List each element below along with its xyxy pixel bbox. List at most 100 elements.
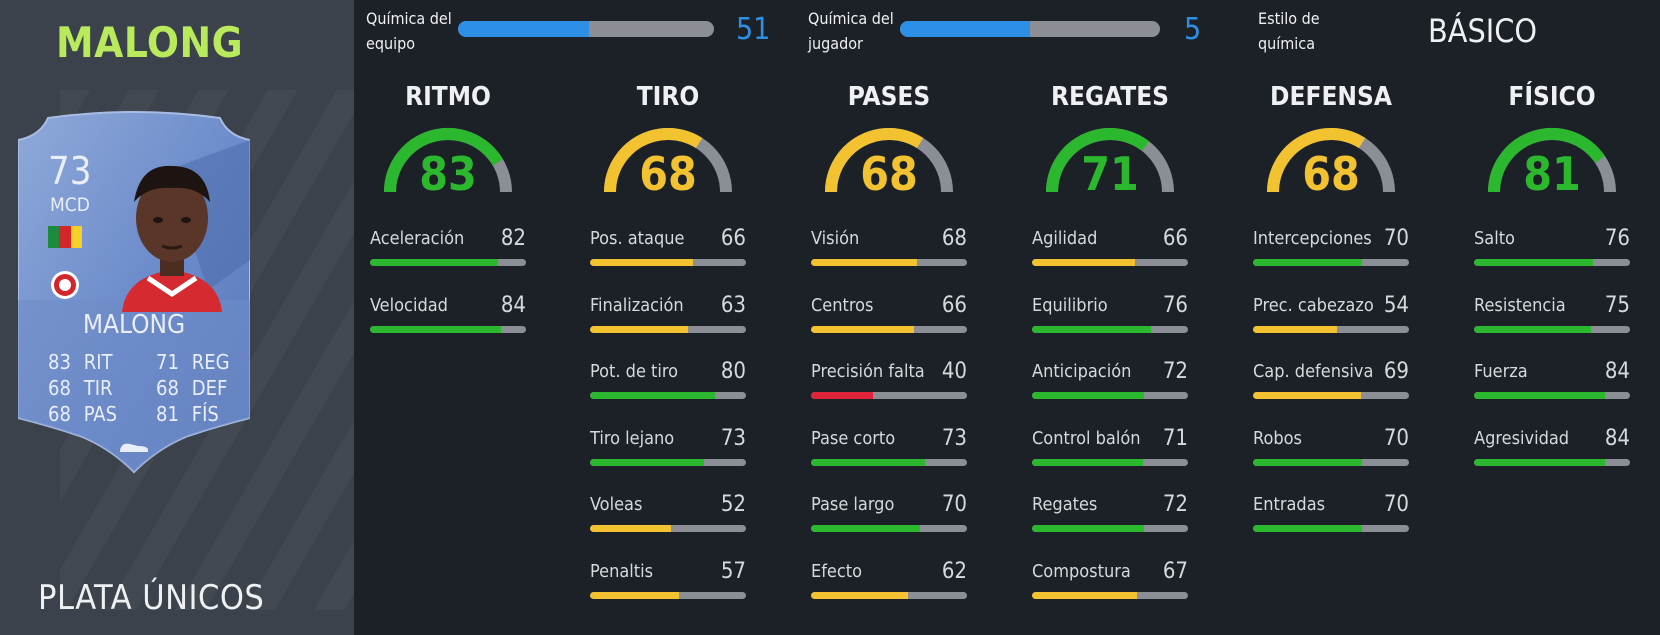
category-rating: 68 [860,147,918,201]
attribute-value: 84 [1604,359,1630,384]
attribute-bar [1253,259,1409,266]
attribute-bar [1253,458,1409,466]
category-gauge [1488,128,1616,193]
attribute-row[interactable]: Resistencia 75 [1474,292,1630,343]
attribute-row[interactable]: Precisión falta 40 [811,359,967,409]
attribute-value: 40 [941,359,967,384]
attribute-name: Pot. de tiro [590,361,679,382]
attribute-bar [811,458,967,466]
attribute-name: Velocidad [370,294,448,316]
attribute-row[interactable]: Entradas 70 [1253,492,1409,542]
attribute-row[interactable]: Pase corto 73 [811,426,967,476]
attribute-bar-fill [811,458,925,466]
category-rating: 81 [1523,147,1581,201]
attribute-bar-fill [590,458,704,466]
player-chemistry-value: 5 [1184,12,1202,47]
attribute-row[interactable]: Centros 66 [811,292,967,343]
attribute-bar-fill [1032,259,1135,266]
attribute-bar-fill [811,525,921,532]
boot-icon [120,443,148,452]
attribute-value: 70 [1383,492,1409,517]
attribute-bar [590,392,746,399]
attribute-value: 84 [1604,425,1630,451]
attribute-row[interactable]: Prec. cabezazo 54 [1253,293,1409,343]
attribute-bar-fill [1474,259,1593,266]
attribute-row[interactable]: Pase largo 70 [811,492,967,542]
category-gauge [825,128,953,193]
attribute-row[interactable]: Aceleración 82 [370,226,526,276]
attribute-row[interactable]: Pos. ataque 66 [590,226,746,276]
attribute-value: 75 [1604,292,1630,318]
attribute-value: 52 [720,492,746,517]
gauge-fill [1046,128,1150,193]
attribute-row[interactable]: Robos 70 [1253,426,1409,476]
attribute-bar [590,325,746,333]
attribute-bar-fill [1032,591,1137,599]
attribute-row[interactable]: Tiro lejano 73 [590,426,746,476]
team-chemistry-fill [458,21,589,37]
player-card[interactable]: 73 MCD MALONG 83 RIT 68 TIR 68 PAS 71 RE… [18,110,250,474]
card-stat: 83 RIT [48,350,113,374]
attribute-bar [370,259,526,266]
attribute-row[interactable]: Anticipación 72 [1032,359,1188,409]
attribute-row[interactable]: Compostura 67 [1032,558,1188,609]
attribute-row[interactable]: Pot. de tiro 80 [590,359,746,409]
attribute-value: 66 [941,292,967,318]
attribute-row[interactable]: Regates 72 [1032,492,1188,542]
attribute-bar-fill [1253,259,1363,266]
attribute-name: Visión [811,228,860,249]
player-photo [122,165,222,312]
attribute-name: Penaltis [590,560,654,582]
attribute-value: 66 [1162,226,1188,251]
attribute-name: Pase largo [811,494,895,515]
category-gauge [1046,128,1174,193]
attribute-bar-fill [811,591,908,599]
attribute-bar-fill [1253,458,1363,466]
card-player-name: MALONG [82,310,186,340]
attribute-bar-fill [590,325,689,333]
attribute-row[interactable]: Velocidad 84 [370,293,526,343]
card-stat: 81 FÍS [156,402,219,426]
attribute-bar [1032,525,1188,532]
attribute-name: Intercepciones [1253,228,1372,249]
attribute-name: Equilibrio [1032,294,1108,316]
attribute-row[interactable]: Intercepciones 70 [1253,226,1409,276]
attribute-value: 63 [720,292,746,318]
attribute-bar-fill [1474,392,1606,399]
attribute-row[interactable]: Fuerza 84 [1474,359,1630,409]
attribute-row[interactable]: Visión 68 [811,226,967,276]
team-chemistry-bar [458,21,714,37]
attribute-bar [1253,325,1409,333]
attribute-bar [1032,458,1188,466]
attribute-row[interactable]: Cap. defensiva 69 [1253,359,1409,409]
attribute-value: 67 [1162,558,1188,584]
card-type-label: PLATA ÚNICOS [38,578,265,618]
attribute-bar-fill [811,325,914,333]
attribute-bar [811,525,967,532]
attribute-row[interactable]: Equilibrio 76 [1032,293,1188,343]
attribute-value: 68 [941,226,967,251]
attribute-row[interactable]: Salto 76 [1474,226,1630,276]
attribute-bar [1032,259,1188,266]
attribute-row[interactable]: Penaltis 57 [590,559,746,609]
category-title: FÍSICO [1508,82,1596,112]
cameroon-flag-icon [48,226,82,248]
attribute-name: Aceleración [370,228,465,249]
player-chemistry-label: Química del jugador [808,9,894,53]
player-chemistry-fill [900,21,1030,37]
category-rating: 83 [419,147,477,201]
attribute-bar [1253,525,1409,532]
attribute-row[interactable]: Voleas 52 [590,492,746,542]
attribute-bar-fill [1032,525,1145,532]
attribute-row[interactable]: Finalización 63 [590,292,746,343]
attribute-row[interactable]: Agresividad 84 [1474,425,1630,476]
attribute-bar-fill [1032,458,1143,466]
attribute-name: Resistencia [1474,294,1566,316]
chemistry-style-value[interactable]: BÁSICO [1428,12,1537,50]
attribute-bar [370,325,526,333]
attribute-name: Prec. cabezazo [1253,294,1374,316]
attribute-row[interactable]: Control balón 71 [1032,426,1188,476]
attribute-row[interactable]: Agilidad 66 [1032,226,1188,276]
attribute-bar-fill [1474,325,1591,333]
attribute-row[interactable]: Efecto 62 [811,559,967,609]
